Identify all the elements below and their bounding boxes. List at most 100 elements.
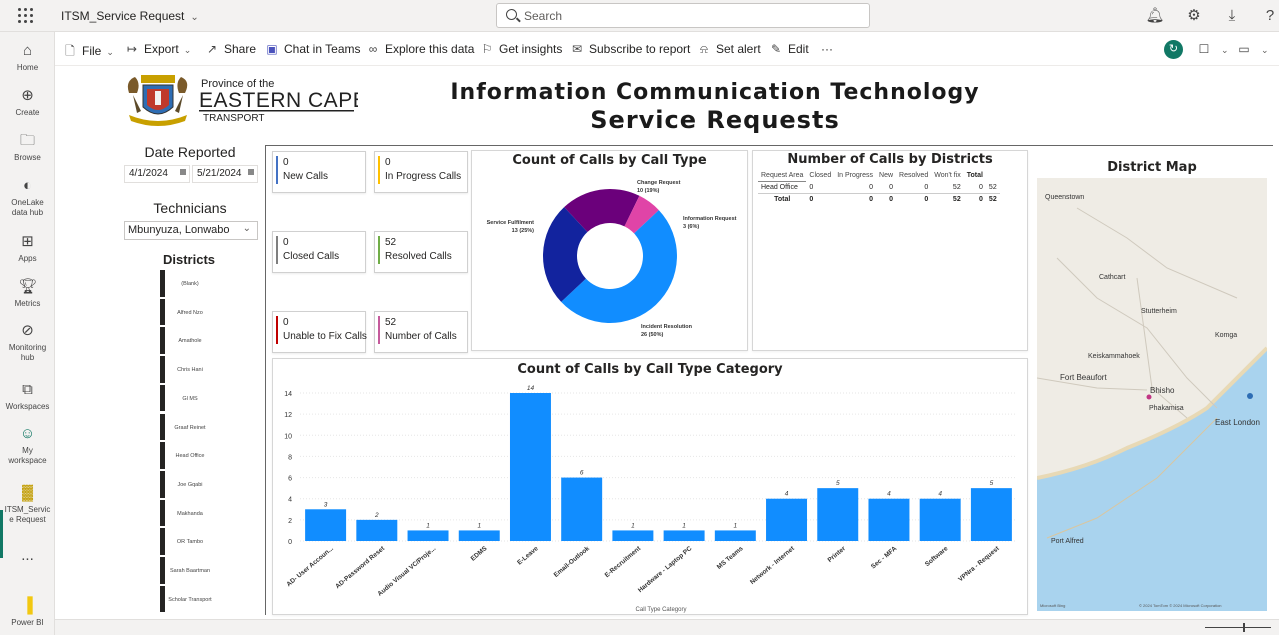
bar[interactable]	[970, 488, 1012, 541]
map-place-label: Stutterheim	[1141, 308, 1177, 315]
district-item-bar[interactable]	[160, 585, 165, 613]
donut-slice[interactable]	[624, 195, 659, 234]
table-header[interactable]: Closed	[809, 172, 832, 180]
district-item-label[interactable]: Graaf Reinet	[174, 424, 206, 431]
bar[interactable]	[561, 477, 603, 541]
district-item-label[interactable]: (Blank)	[181, 281, 199, 287]
nav-itsm-report[interactable]: ▓ ITSM_Servic e Request	[0, 484, 55, 525]
district-item-bar[interactable]	[160, 270, 165, 297]
district-item-label[interactable]: Scholar Transport	[168, 596, 212, 603]
bar[interactable]	[509, 393, 551, 541]
file-menu[interactable]: 🗋︎ File ⌄	[63, 42, 114, 63]
set-alert-button[interactable]: ⍾ Set alert	[697, 42, 761, 57]
kpi-card[interactable]: 0 New Calls	[272, 151, 366, 193]
bar[interactable]	[714, 530, 756, 541]
donut-slice[interactable]	[561, 210, 677, 323]
district-item-label[interactable]: Amathole	[178, 338, 202, 345]
more-options-button[interactable]: ···	[821, 42, 833, 56]
bar[interactable]	[305, 509, 347, 541]
nav-home[interactable]: ⌂ Home	[0, 42, 55, 73]
district-item-bar[interactable]	[160, 413, 165, 441]
calendar-icon[interactable]	[180, 169, 186, 175]
settings-icon[interactable]: ⚙	[1187, 7, 1201, 24]
export-menu[interactable]: ↦ Export ⌄	[125, 42, 191, 56]
date-from-input[interactable]: 4/1/2024	[124, 165, 190, 183]
kpi-card[interactable]: 0 Closed Calls	[272, 231, 366, 273]
district-item-bar[interactable]	[160, 384, 165, 412]
table-header[interactable]: In Progress	[837, 172, 874, 180]
help-icon[interactable]: ?	[1265, 7, 1275, 24]
district-item-bar[interactable]	[160, 528, 165, 555]
calendar-icon[interactable]	[248, 169, 254, 175]
app-launcher-icon[interactable]	[18, 8, 34, 24]
get-insights-button[interactable]: ⚐ Get insights	[480, 42, 563, 56]
bar[interactable]	[868, 498, 910, 541]
kpi-card[interactable]: 52 Resolved Calls	[374, 231, 468, 273]
table-header[interactable]: Request Area	[758, 170, 807, 182]
district-item-label[interactable]: Sarah Baartman	[169, 568, 211, 574]
table-header[interactable]: New	[879, 172, 894, 180]
donut-slice[interactable]	[543, 207, 588, 302]
zoom-slider-thumb[interactable]	[1243, 623, 1245, 632]
donut-slice[interactable]	[564, 189, 640, 232]
download-icon[interactable]: ⤓	[1228, 7, 1236, 24]
district-item-label[interactable]: Gl MS	[182, 395, 198, 402]
nav-my-workspace[interactable]: ☺ My workspace	[0, 425, 55, 466]
bar[interactable]	[458, 530, 500, 541]
bar[interactable]	[612, 530, 654, 541]
kpi-card[interactable]: 0 In Progress Calls	[374, 151, 468, 193]
table-header[interactable]: Won't fix	[934, 172, 961, 180]
district-item-label[interactable]: Chris Hani	[177, 367, 203, 374]
notifications-icon[interactable]: 🔔︎	[1145, 7, 1165, 24]
report-name-dropdown[interactable]: ITSM_Service Request ⌄	[61, 9, 199, 23]
district-map[interactable]: Queenstown Cathcart Stutterheim Komga Ke…	[1037, 178, 1267, 611]
edit-button[interactable]: ✎ Edit	[769, 42, 809, 56]
district-item-bar[interactable]	[160, 356, 165, 383]
nav-onelake[interactable]: ◐ OneLake data hub	[0, 177, 55, 218]
district-item-label[interactable]: Head Office	[175, 453, 205, 460]
bar[interactable]	[356, 519, 398, 541]
technicians-dropdown[interactable]: Mbunyuza, Lonwabo ⌄	[124, 221, 258, 240]
bar-data-label: 14	[527, 385, 535, 392]
kpi-card[interactable]: 52 Number of Calls	[374, 311, 468, 353]
nav-workspaces[interactable]: ⧉ Workspaces	[0, 381, 55, 412]
kpi-card[interactable]: 0 Unable to Fix Calls	[272, 311, 367, 353]
district-item-label[interactable]: OR Tambo	[176, 539, 204, 546]
share-button[interactable]: ↗ Share	[205, 42, 256, 56]
district-item-bar[interactable]	[160, 557, 165, 584]
district-item-bar[interactable]	[160, 499, 165, 527]
chevron-down-icon: ⌄	[190, 12, 199, 23]
district-item-label[interactable]: Joe Gqabi	[177, 481, 203, 488]
nav-powerbi[interactable]: ▐ Power BI	[0, 597, 55, 628]
chat-in-teams-button[interactable]: ▣ Chat in Teams	[265, 42, 360, 56]
subscribe-button[interactable]: ✉ Subscribe to report	[570, 42, 690, 56]
district-item-label[interactable]: Makhanda	[177, 510, 203, 517]
table-header[interactable]: Total	[966, 172, 983, 180]
nav-monitoring[interactable]: ⊘ Monitoring hub	[0, 322, 55, 363]
nav-create[interactable]: ⊕ Create	[0, 87, 55, 118]
bar[interactable]	[919, 498, 961, 541]
kpi-accent-bar	[276, 316, 278, 344]
bar[interactable]	[407, 530, 449, 541]
nav-metrics[interactable]: 🏆︎ Metrics	[0, 278, 55, 309]
view-menu[interactable]: ▭ ⌄	[1237, 42, 1268, 56]
table-header[interactable]: Resolved	[899, 172, 929, 180]
district-item-label[interactable]: Alfred Nzo	[177, 309, 203, 316]
district-item-bar[interactable]	[160, 442, 165, 469]
explore-data-button[interactable]: ∞ Explore this data	[366, 42, 475, 56]
kpi-label: New Calls	[283, 171, 329, 182]
bar[interactable]	[663, 530, 705, 541]
district-item-bar[interactable]	[160, 298, 165, 326]
district-item-bar[interactable]	[160, 327, 165, 355]
date-to-input[interactable]: 5/21/2024	[192, 165, 258, 183]
nav-more[interactable]: ...	[0, 547, 55, 565]
district-item-bar[interactable]	[160, 470, 165, 498]
bookmark-menu[interactable]: ☐ ⌄	[1197, 42, 1229, 56]
bar[interactable]	[766, 498, 808, 541]
nav-browse[interactable]: 🗀︎ Browse	[0, 132, 55, 163]
bar[interactable]	[817, 488, 859, 541]
zoom-slider[interactable]	[1205, 627, 1271, 628]
search-box[interactable]: Search	[496, 3, 870, 28]
nav-apps[interactable]: ⊞ Apps	[0, 233, 55, 264]
refresh-icon[interactable]: ↻	[1164, 40, 1183, 59]
